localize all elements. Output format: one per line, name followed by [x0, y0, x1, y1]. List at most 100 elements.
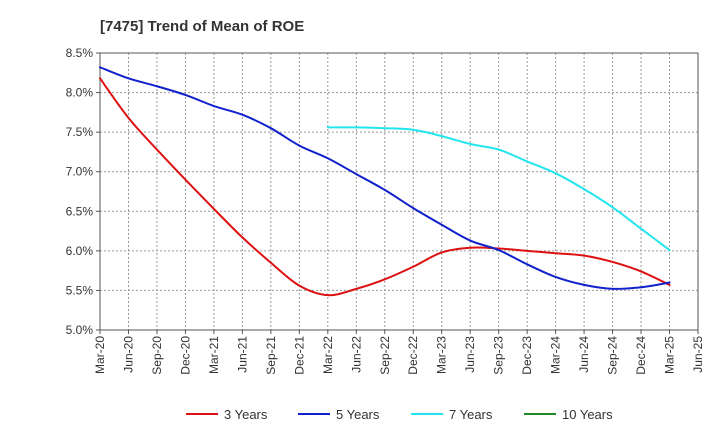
x-tick-label: Mar-22 [321, 336, 335, 374]
point-3-years [583, 254, 585, 257]
x-tick-label: Sep-21 [264, 336, 278, 375]
series-lines [99, 66, 671, 297]
point-7-years [497, 148, 500, 151]
point-7-years [668, 249, 671, 251]
x-tick-label: Dec-24 [634, 336, 648, 375]
x-tick-label: Mar-20 [93, 336, 107, 374]
y-tick-label: 5.5% [66, 283, 94, 297]
point-5-years [497, 249, 500, 251]
point-5-years [270, 127, 272, 129]
point-5-years [469, 239, 471, 242]
plot-area [99, 52, 699, 331]
series-5-years [99, 66, 671, 290]
legend-item-10-years: 10 Years [524, 407, 613, 422]
x-tick-label: Mar-21 [207, 336, 221, 374]
point-7-years [640, 227, 642, 230]
legend-label: 7 Years [449, 407, 493, 422]
point-5-years [668, 281, 671, 284]
point-3-years [668, 284, 671, 286]
series-7-years [326, 126, 671, 252]
x-axis: Mar-20 Jun-20 Sep-20 Dec-20 Mar-21 Jun-21 Sep-… [93, 330, 705, 375]
series-3-years [99, 77, 671, 297]
x-tick-label: Sep-23 [492, 336, 506, 375]
point-3-years [640, 270, 642, 273]
point-5-years [127, 77, 130, 80]
point-5-years [383, 189, 386, 191]
x-tick-label: Sep-24 [606, 336, 620, 375]
point-7-years [469, 143, 471, 145]
point-3-years [554, 252, 557, 255]
point-7-years [383, 127, 386, 129]
y-tick-label: 6.0% [66, 244, 94, 258]
point-5-years [298, 144, 301, 147]
point-7-years [440, 135, 443, 137]
point-3-years [440, 251, 443, 254]
point-3-years [611, 261, 614, 263]
legend-item-5-years: 5 Years [298, 407, 380, 422]
point-3-years [213, 208, 215, 210]
point-3-years [270, 261, 272, 264]
point-7-years [355, 126, 358, 129]
x-tick-label: Dec-21 [292, 336, 306, 375]
x-tick-label: Dec-22 [406, 336, 420, 375]
x-tick-label: Jun-23 [463, 336, 477, 373]
point-3-years [327, 294, 329, 296]
point-5-years [327, 157, 329, 160]
x-tick-label: Mar-25 [663, 336, 677, 374]
y-tick-label: 7.5% [66, 125, 94, 139]
y-tick-label: 6.5% [66, 204, 94, 218]
point-5-years [156, 85, 158, 88]
y-tick-label: 5.0% [66, 323, 94, 337]
point-5-years [554, 276, 557, 278]
point-7-years [327, 126, 329, 129]
legend-label: 5 Years [336, 407, 380, 422]
legend-item-7-years: 7 Years [411, 407, 493, 422]
x-tick-label: Mar-24 [549, 336, 563, 374]
point-5-years [640, 286, 642, 289]
point-7-years [611, 206, 614, 209]
point-3-years [156, 148, 158, 151]
legend: 3 Years 5 Years 7 Years 10 Years [186, 407, 613, 422]
point-3-years [526, 250, 528, 252]
point-3-years [298, 284, 301, 287]
point-3-years [355, 288, 358, 290]
point-7-years [526, 160, 528, 163]
x-tick-label: Sep-20 [150, 336, 164, 375]
legend-label: 10 Years [562, 407, 613, 422]
point-5-years [440, 223, 443, 226]
x-tick-label: Jun-21 [235, 336, 249, 373]
point-3-years [241, 236, 244, 239]
point-5-years [355, 173, 358, 175]
point-7-years [583, 188, 585, 190]
point-7-years [554, 172, 557, 175]
point-3-years [99, 77, 101, 80]
x-tick-label: Jun-22 [349, 336, 363, 373]
x-tick-label: Sep-22 [378, 336, 392, 375]
x-tick-label: Mar-23 [435, 336, 449, 374]
y-axis: 5.0% 5.5% 6.0% 6.5% 7.0% 7.5% 8.0% 8.5% [66, 46, 100, 337]
y-tick-label: 8.0% [66, 86, 94, 100]
point-5-years [213, 105, 215, 107]
x-tick-label: Jun-20 [121, 336, 135, 373]
y-tick-label: 7.0% [66, 165, 94, 179]
point-5-years [526, 263, 528, 266]
point-5-years [241, 113, 244, 116]
point-5-years [412, 207, 415, 209]
legend-item-3-years: 3 Years [186, 407, 268, 422]
x-tick-label: Jun-25 [691, 336, 705, 373]
y-tick-label: 8.5% [66, 46, 94, 60]
x-tick-label: Jun-24 [577, 336, 591, 373]
x-tick-label: Dec-23 [520, 336, 534, 375]
point-7-years [412, 128, 415, 131]
point-5-years [99, 66, 101, 69]
point-3-years [412, 265, 415, 268]
point-3-years [127, 117, 130, 119]
x-tick-label: Dec-20 [178, 336, 192, 375]
point-5-years [583, 284, 585, 286]
point-3-years [469, 246, 471, 249]
point-3-years [383, 278, 386, 281]
chart-title: [7475] Trend of Mean of ROE [100, 18, 304, 35]
point-5-years [611, 288, 614, 290]
point-3-years [184, 178, 187, 181]
